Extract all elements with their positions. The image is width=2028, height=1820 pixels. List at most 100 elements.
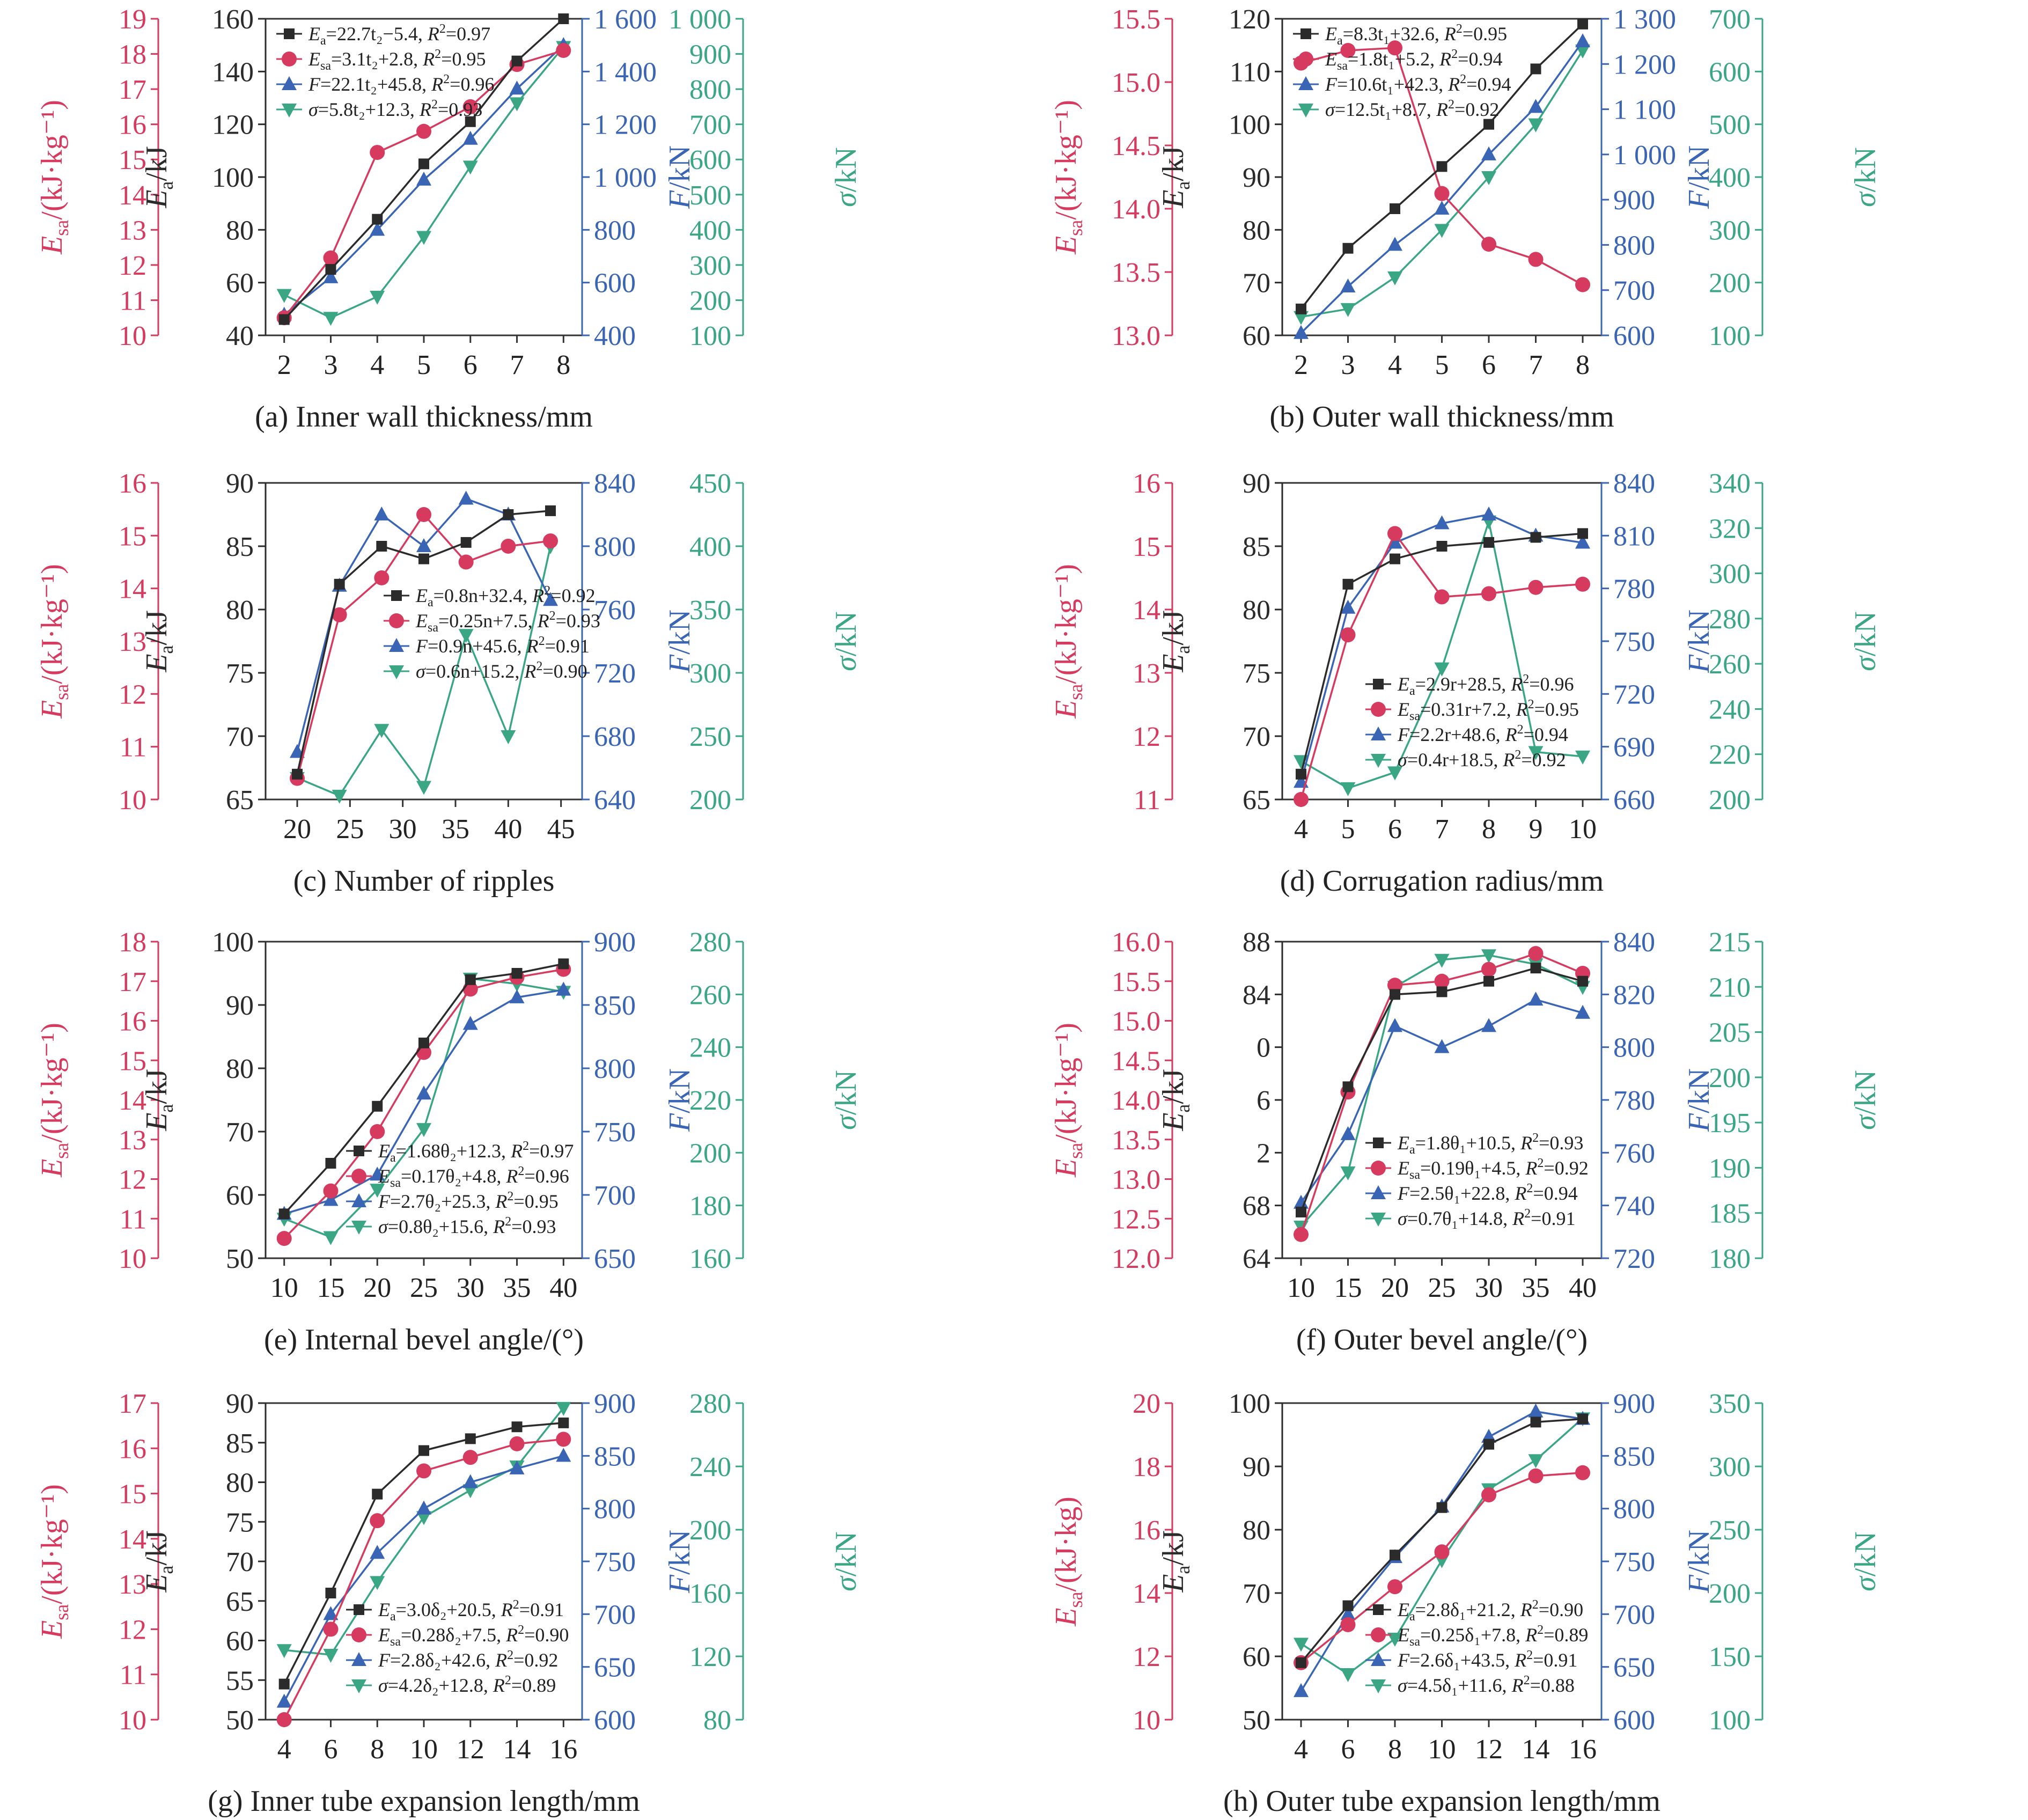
- symbol-F: F: [1682, 190, 1716, 209]
- chart-panel-f: 12.012.513.013.514.014.515.015.516.06468…: [1049, 927, 1882, 1356]
- tick-label-F: 1 100: [1613, 95, 1676, 126]
- tick-label-F: 1 200: [594, 110, 657, 141]
- symbol-F: F: [415, 635, 428, 657]
- subscript-sa: sa: [51, 684, 72, 700]
- x-tick-label: 10: [410, 1734, 438, 1765]
- symbol-F: F: [1397, 724, 1410, 745]
- marker-square: [354, 1146, 364, 1156]
- tick-label-sigma: 215: [1709, 927, 1751, 958]
- marker-triangle-down: [389, 665, 404, 679]
- symbol-E: E: [378, 1624, 390, 1646]
- tick-label-Esa: 11: [120, 1204, 146, 1235]
- r2-value: =0.88: [1530, 1675, 1575, 1696]
- axis-title-F: F/kN: [1682, 145, 1716, 209]
- marker-circle: [416, 123, 431, 139]
- x-tick-label: 3: [324, 350, 337, 380]
- fit-equation: =0.25δ₁+7.8,: [1420, 1624, 1525, 1646]
- tick-label-Esa: 15: [1133, 532, 1160, 562]
- tick-label-F: 690: [1613, 732, 1655, 763]
- x-tick-label: 4: [1294, 1734, 1308, 1765]
- marker-square: [1577, 1413, 1588, 1425]
- axis-title-Ea: Ea/kJ: [1157, 610, 1194, 673]
- subscript-sa: sa: [51, 1143, 72, 1159]
- tick-label-Ea: 50: [1243, 1705, 1270, 1736]
- marker-triangle-down: [1481, 171, 1496, 185]
- symbol-F: F: [663, 1113, 696, 1132]
- tick-label-Esa: 17: [119, 1389, 146, 1419]
- tick-label-Esa: 17: [119, 75, 146, 105]
- symbol-R: R: [1447, 74, 1460, 95]
- tick-label-sigma: 700: [1709, 4, 1751, 35]
- symbol-R: R: [1525, 1624, 1537, 1646]
- symbol-R: R: [422, 48, 435, 70]
- marker-circle: [462, 99, 478, 114]
- marker-triangle-down: [1371, 754, 1386, 768]
- tick-label-Esa: 12: [119, 1614, 146, 1645]
- marker-triangle-up: [323, 269, 339, 283]
- tick-label-sigma: 200: [1709, 1579, 1751, 1609]
- subscript-sa: sa: [390, 1635, 401, 1649]
- marker-circle: [458, 554, 474, 570]
- panel-caption: (g) Inner tube expansion length/mm: [208, 1785, 640, 1818]
- tick-label-F: 750: [1613, 627, 1655, 657]
- subscript-a: a: [428, 596, 433, 610]
- superscript-2: 2: [1537, 1156, 1544, 1170]
- marker-square: [1436, 1502, 1447, 1513]
- unit-text: /(kJ·kg⁻¹): [35, 564, 69, 684]
- marker-triangle-down: [351, 1679, 366, 1693]
- symbol-F: F: [378, 1649, 391, 1671]
- symbol-F: F: [1397, 1649, 1410, 1671]
- x-tick-label: 6: [1341, 1734, 1355, 1765]
- unit-text: /kN: [663, 145, 696, 190]
- subscript-sa: sa: [1409, 1635, 1420, 1649]
- tick-label-sigma: 120: [689, 1642, 731, 1672]
- r2-value: =0.91: [545, 635, 590, 657]
- symbol-E: E: [1157, 1574, 1190, 1593]
- tick-label-sigma: 100: [1709, 1705, 1751, 1736]
- tick-label-Ea: 80: [226, 1468, 254, 1499]
- tick-label-Ea: 6: [1257, 1085, 1270, 1116]
- symbol-sigma: σ: [378, 1216, 388, 1237]
- tick-label-Esa: 12: [119, 1165, 146, 1195]
- series-sigma: [276, 41, 571, 326]
- marker-triangle-down: [1434, 953, 1450, 968]
- symbol-F: F: [1682, 1113, 1716, 1132]
- axis-title-Ea: Ea/kJ: [1157, 1069, 1194, 1132]
- legend-label: Esa=0.28δ₂+7.5, R2=0.90: [378, 1623, 569, 1649]
- superscript-2: 2: [536, 659, 542, 673]
- tick-label-Ea: 90: [1243, 163, 1270, 193]
- marker-square: [1390, 989, 1400, 1000]
- subscript-sa: sa: [320, 59, 331, 73]
- legend-item-F: F=22.1t₂+45.8, R2=0.96: [276, 72, 494, 95]
- marker-square: [278, 1678, 290, 1690]
- axis-title-Esa: Esa/(kJ·kg⁻¹): [1049, 564, 1086, 719]
- unit-text: /kN: [1849, 147, 1882, 192]
- marker-triangle-up: [1575, 1004, 1590, 1019]
- unit-text: /(kJ·kg⁻¹): [1049, 564, 1083, 684]
- tick-label-Ea: 85: [1243, 532, 1270, 562]
- marker-triangle-up: [1575, 534, 1590, 549]
- fit-equation: =4.2δ₂+12.8,: [388, 1675, 493, 1696]
- legend-item-sigma: σ=4.2δ₂+12.8, R2=0.89: [346, 1674, 556, 1696]
- subscript-sa: sa: [390, 1176, 401, 1190]
- series-Ea: [1296, 18, 1588, 314]
- marker-triangle-down: [1340, 1668, 1356, 1683]
- fit-equation: =5.8t₂+12.3,: [318, 99, 420, 120]
- panel-caption: (c) Number of ripples: [293, 864, 555, 898]
- x-tick-label: 7: [1435, 814, 1449, 845]
- marker-square: [511, 1421, 523, 1433]
- symbol-E: E: [1397, 699, 1409, 720]
- legend-label: Ea=3.0δ₂+20.5, R2=0.91: [378, 1598, 564, 1624]
- tick-label-sigma: 80: [703, 1705, 731, 1736]
- symbol-E: E: [1049, 1608, 1083, 1627]
- marker-triangle-up: [1371, 726, 1386, 740]
- axis-title-Ea: Ea/kJ: [1157, 1530, 1194, 1593]
- tick-label-F: 800: [594, 215, 636, 246]
- marker-triangle-up: [1387, 534, 1402, 549]
- symbol-E: E: [378, 1165, 390, 1187]
- unit-text: /kN: [663, 1530, 696, 1575]
- legend-label: Ea=1.68θ₂+12.3, R2=0.97: [378, 1139, 574, 1165]
- legend-label: F=22.1t₂+45.8, R2=0.96: [308, 72, 494, 95]
- legend-item-F: F=2.7θ₂+25.3, R2=0.95: [346, 1190, 559, 1212]
- x-tick-label: 16: [1569, 1734, 1597, 1765]
